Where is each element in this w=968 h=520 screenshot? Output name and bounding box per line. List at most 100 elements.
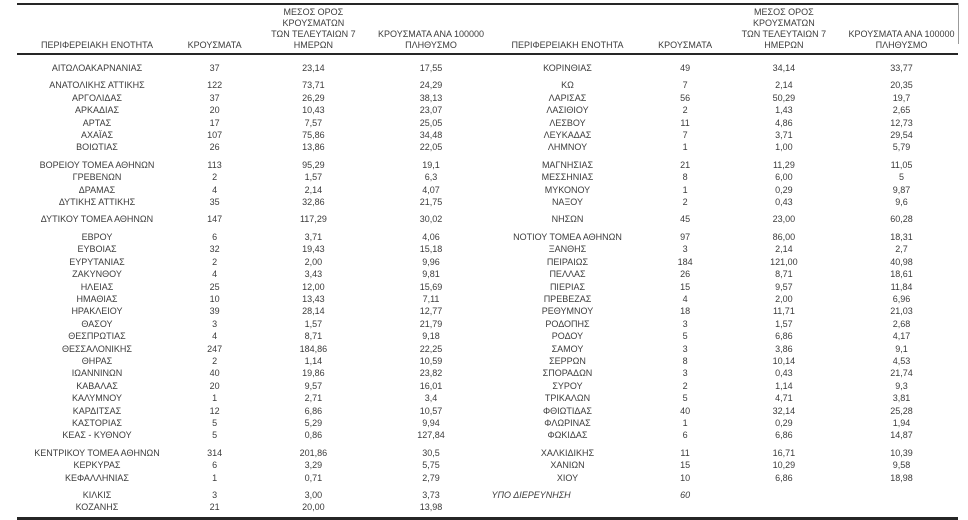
avg7-cell: 0,29 <box>775 184 793 195</box>
region-cell: ΜΥΚΟΝΟΥ <box>544 184 591 195</box>
per100k-cell: 3,81 <box>892 393 911 404</box>
row-group: ΒΟΡΕΙΟΥ ΤΟΜΕΑ ΑΘΗΝΩΝ 113 95,29 19,1 ΓΡΕΒΕΝΩΝ… <box>17 159 488 209</box>
cases-cell: 6 <box>212 231 218 242</box>
per100k-cell: 30,5 <box>422 447 440 458</box>
per100k-cell: 9,96 <box>422 256 440 267</box>
cases-cell: 2 <box>682 105 688 116</box>
avg7-cell: 16,71 <box>772 447 796 458</box>
region-cell: ΠΙΕΡΙΑΣ <box>549 281 586 292</box>
region-cell: ΛΕΥΚΑΔΑΣ <box>543 130 592 141</box>
per100k-cell: 4,17 <box>892 331 911 342</box>
cases-cell: 15 <box>680 460 691 471</box>
region-cell: ΝΗΣΩΝ <box>551 214 584 225</box>
table-row: ΑΡΚΑΔΙΑΣ 20 10,43 23,07 <box>17 104 488 116</box>
region-cell: ΑΝΑΤΟΛΙΚΗΣ ΑΤΤΙΚΗΣ <box>49 80 145 91</box>
header-right-edge-line <box>958 3 959 44</box>
cases-cell: 37 <box>209 92 220 103</box>
per100k-cell: 2,68 <box>892 318 911 329</box>
per100k-cell: 11,84 <box>890 281 913 292</box>
table-row: ΡΕΘΥΜΝΟΥ 18 11,71 21,03 <box>488 305 959 317</box>
region-cell: ΔΡΑΜΑΣ <box>78 184 116 195</box>
table-row: ΡΟΔΟΥ 5 6,86 4,17 <box>488 330 959 342</box>
table-row: ΠΡΕΒΕΖΑΣ 4 2,00 6,96 <box>488 293 959 305</box>
cases-cell: 17 <box>209 117 220 128</box>
table-row: ΘΕΣΠΡΩΤΙΑΣ 4 8,71 9,18 <box>17 330 488 342</box>
region-cell: ΚΕΝΤΡΙΚΟΥ ΤΟΜΕΑ ΑΘΗΝΩΝ <box>34 447 160 458</box>
per100k-cell: 60,28 <box>890 214 913 225</box>
per100k-cell: 11,05 <box>890 159 913 170</box>
avg7-cell: 3,00 <box>304 490 323 500</box>
cases-cell: 4 <box>212 331 218 342</box>
per100k-cell: 6,96 <box>892 293 911 304</box>
per100k-cell: 9,58 <box>892 460 911 471</box>
avg7-cell: 12,00 <box>302 281 325 292</box>
avg7-cell: 0,86 <box>304 430 323 441</box>
avg7-cell: 1,14 <box>775 380 793 391</box>
region-cell: ΔΥΤΙΚΗΣ ΑΤΤΙΚΗΣ <box>58 197 136 208</box>
region-cell: ΡΟΔΟΥ <box>551 331 584 342</box>
per100k-cell: 30,02 <box>419 214 443 225</box>
table-row: ΚΑΣΤΟΡΙΑΣ 5 5,29 9,94 <box>17 417 488 429</box>
avg7-cell: 32,14 <box>772 405 796 416</box>
row-group: ΝΗΣΩΝ 45 23,00 60,28 <box>488 213 959 225</box>
avg7-cell: 6,86 <box>775 331 793 342</box>
region-cell: ΥΠΟ ΔΙΕΡΕΥΝΗΣΗ <box>491 490 571 500</box>
avg7-cell: 1,57 <box>775 318 793 329</box>
table-row: ΚΑΒΑΛΑΣ 20 9,57 16,01 <box>17 380 488 392</box>
region-cell: ΑΡΚΑΔΙΑΣ <box>74 105 120 116</box>
region-cell: ΝΑΞΟΥ <box>551 197 584 208</box>
region-cell: ΘΑΣΟΥ <box>81 318 113 329</box>
region-cell: ΗΛΕΙΑΣ <box>80 281 114 292</box>
avg7-cell: 1,57 <box>304 172 323 183</box>
region-cell: ΗΜΑΘΙΑΣ <box>76 293 118 304</box>
avg7-cell: 10,14 <box>772 355 796 366</box>
region-cell: ΧΑΛΚΙΔΙΚΗΣ <box>540 447 595 458</box>
cases-cell: 107 <box>207 130 223 141</box>
per100k-cell: 7,11 <box>422 293 440 304</box>
avg7-cell: 3,71 <box>775 130 793 141</box>
cases-cell: 60 <box>680 490 691 500</box>
region-cell: ΦΘΙΩΤΙΔΑΣ <box>542 405 592 416</box>
table-row: ΜΑΓΝΗΣΙΑΣ 21 11,29 11,05 <box>488 159 959 171</box>
region-cell: ΡΟΔΟΠΗΣ <box>545 318 590 329</box>
row-group: ΚΙΛΚΙΣ 3 3,00 3,73 ΚΟΖΑΝΗΣ 21 20,00 13,98 <box>17 489 488 514</box>
cases-cell: 122 <box>207 80 223 91</box>
per100k-cell: 3,73 <box>422 490 440 500</box>
table-row: ΥΠΟ ΔΙΕΡΕΥΝΗΣΗ 60 <box>488 489 959 501</box>
avg7-cell: 3,71 <box>304 231 323 242</box>
cases-cell: 4 <box>682 293 688 304</box>
header-per100k: ΚΡΟΥΣΜΑΤΑ ΑΝΑ 100000 ΠΛΗΘΥΣΜΟ <box>378 29 485 50</box>
per100k-cell: 9,3 <box>895 380 908 391</box>
cases-cell: 1 <box>682 142 688 153</box>
table-row: ΙΩΑΝΝΙΝΩΝ 40 19,86 23,82 <box>17 367 488 379</box>
per100k-cell: 9,18 <box>422 331 440 342</box>
avg7-cell: 13,86 <box>302 142 325 153</box>
table-row: ΑΙΤΩΛΟΑΚΑΡΝΑΝΙΑΣ 37 23,14 17,55 <box>17 62 488 74</box>
table-row: ΜΥΚΟΝΟΥ 1 0,29 9,87 <box>488 184 959 196</box>
region-cell: ΚΩ <box>561 80 574 91</box>
cases-cell: 8 <box>682 172 688 183</box>
avg7-cell: 26,29 <box>302 92 325 103</box>
table-row: ΔΥΤΙΚΟΥ ΤΟΜΕΑ ΑΘΗΝΩΝ 147 117,29 30,02 <box>17 213 488 225</box>
table-row: ΝΑΞΟΥ 2 0,43 9,6 <box>488 196 959 208</box>
cases-cell: 56 <box>680 92 691 103</box>
per100k-cell: 4,53 <box>892 355 911 366</box>
avg7-cell: 2,14 <box>775 80 793 91</box>
per100k-cell: 21,75 <box>419 197 443 208</box>
table-body-left: ΑΙΤΩΛΟΑΚΑΡΝΑΝΙΑΣ 37 23,14 17,55 ΑΝΑΤΟΛΙΚΗΣ Α… <box>17 62 488 514</box>
table-row: ΚΑΡΔΙΤΣΑΣ 12 6,86 10,57 <box>17 405 488 417</box>
per100k-cell: 9,94 <box>422 417 440 428</box>
cases-cell: 3 <box>212 318 218 329</box>
per100k-cell: 12,73 <box>890 117 913 128</box>
region-cell: ΕΥΡΥΤΑΝΙΑΣ <box>69 256 125 267</box>
per100k-cell: 5 <box>899 172 905 183</box>
cases-cell: 18 <box>680 306 691 317</box>
table-row: ΣΑΜΟΥ 3 3,86 9,1 <box>488 343 959 355</box>
cases-cell: 2 <box>212 256 218 267</box>
per100k-cell: 12,77 <box>419 306 443 317</box>
region-cell: ΖΑΚΥΝΘΟΥ <box>72 269 122 280</box>
table-row: ΤΡΙΚΑΛΩΝ 5 4,71 3,81 <box>488 392 959 404</box>
region-cell: ΚΕΑΣ - ΚΥΘΝΟΥ <box>62 430 132 441</box>
cases-cell: 15 <box>680 281 691 292</box>
avg7-cell: 2,14 <box>304 184 323 195</box>
